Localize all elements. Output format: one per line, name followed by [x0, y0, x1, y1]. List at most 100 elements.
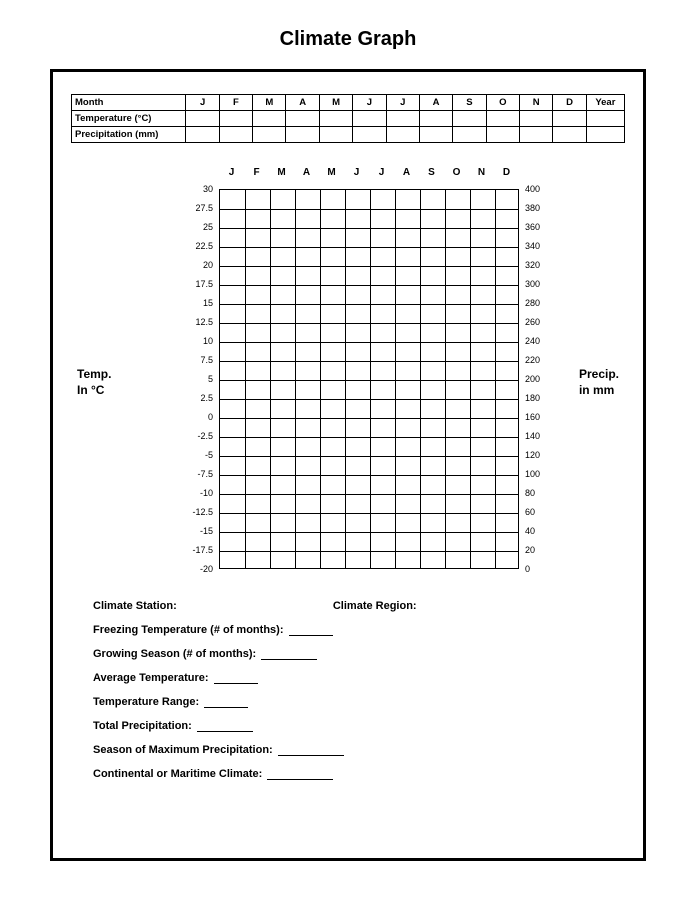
right-tick: 400: [525, 185, 540, 194]
cell[interactable]: [353, 111, 386, 127]
left-axis-label: Temp. In °C: [77, 367, 111, 398]
chart-month-label: S: [428, 167, 435, 178]
cell[interactable]: [319, 127, 352, 143]
field-label-station: Climate Station:: [93, 600, 177, 612]
grid-hline: [220, 494, 518, 495]
right-tick: 320: [525, 261, 540, 270]
left-tick: 7.5: [189, 356, 213, 365]
cell[interactable]: [453, 111, 486, 127]
grid-hline: [220, 342, 518, 343]
cell[interactable]: [486, 111, 519, 127]
right-tick: 200: [525, 375, 540, 384]
left-tick: 20: [189, 261, 213, 270]
col-header-year: Year: [586, 95, 624, 111]
left-tick: 0: [189, 413, 213, 422]
cell[interactable]: [253, 127, 286, 143]
grid-hline: [220, 399, 518, 400]
left-tick: 22.5: [189, 242, 213, 251]
left-tick: 30: [189, 185, 213, 194]
right-tick: 340: [525, 242, 540, 251]
chart-month-label: D: [503, 167, 510, 178]
right-axis-label: Precip. in mm: [579, 367, 619, 398]
right-tick: 240: [525, 337, 540, 346]
col-header: F: [219, 95, 252, 111]
field-label-growing: Growing Season (# of months):: [93, 648, 256, 660]
left-tick: -10: [189, 489, 213, 498]
col-header: A: [419, 95, 452, 111]
cell[interactable]: [453, 127, 486, 143]
cell[interactable]: [520, 127, 553, 143]
fields-block: Climate Station: Climate Region: Freezin…: [71, 601, 625, 780]
col-header: N: [520, 95, 553, 111]
cell[interactable]: [219, 127, 252, 143]
right-tick: 160: [525, 413, 540, 422]
cell[interactable]: [586, 111, 624, 127]
col-header: J: [186, 95, 219, 111]
grid-hline: [220, 266, 518, 267]
col-header: A: [286, 95, 319, 111]
chart-month-label: M: [327, 167, 335, 178]
chart-month-label: O: [453, 167, 461, 178]
field-label-climatetype: Continental or Maritime Climate:: [93, 768, 262, 780]
field-row-maxprecip: Season of Maximum Precipitation:: [93, 745, 625, 756]
field-label-temprange: Temperature Range:: [93, 696, 199, 708]
chart-month-label: J: [379, 167, 385, 178]
grid-hline: [220, 532, 518, 533]
cell[interactable]: [520, 111, 553, 127]
right-tick: 100: [525, 470, 540, 479]
cell[interactable]: [419, 127, 452, 143]
chart-month-label: A: [303, 167, 310, 178]
chart-month-label: J: [354, 167, 360, 178]
chart-month-label: A: [403, 167, 410, 178]
cell[interactable]: [186, 111, 219, 127]
table-row-precipitation: Precipitation (mm): [72, 127, 625, 143]
field-blank-climatetype[interactable]: [267, 770, 333, 780]
grid-hline: [220, 247, 518, 248]
cell[interactable]: [319, 111, 352, 127]
left-tick: 2.5: [189, 394, 213, 403]
cell[interactable]: [286, 127, 319, 143]
table-row-month: Month J F M A M J J A S O N D Year: [72, 95, 625, 111]
field-blank-totalprecip[interactable]: [197, 722, 253, 732]
right-axis-label-line1: Precip.: [579, 367, 619, 381]
left-axis-label-line2: In °C: [77, 383, 104, 397]
left-tick: 17.5: [189, 280, 213, 289]
table-row-temperature: Temperature (°C): [72, 111, 625, 127]
field-blank-temprange[interactable]: [204, 698, 248, 708]
cell[interactable]: [553, 111, 586, 127]
cell[interactable]: [419, 111, 452, 127]
field-label-avgtemp: Average Temperature:: [93, 672, 209, 684]
cell[interactable]: [286, 111, 319, 127]
left-tick: -5: [189, 451, 213, 460]
cell[interactable]: [186, 127, 219, 143]
cell[interactable]: [553, 127, 586, 143]
cell[interactable]: [586, 127, 624, 143]
cell[interactable]: [253, 111, 286, 127]
field-blank-maxprecip[interactable]: [278, 746, 344, 756]
col-header: M: [253, 95, 286, 111]
right-tick: 220: [525, 356, 540, 365]
grid-hline: [220, 228, 518, 229]
right-tick: 80: [525, 489, 535, 498]
row-label-temperature: Temperature (°C): [72, 111, 186, 127]
grid-hline: [220, 551, 518, 552]
right-tick: 300: [525, 280, 540, 289]
col-header: O: [486, 95, 519, 111]
cell[interactable]: [219, 111, 252, 127]
right-tick: 60: [525, 508, 535, 517]
chart-grid: [219, 189, 519, 569]
col-header: D: [553, 95, 586, 111]
field-row-climatetype: Continental or Maritime Climate:: [93, 769, 625, 780]
field-blank-avgtemp[interactable]: [214, 674, 258, 684]
left-tick: 5: [189, 375, 213, 384]
right-tick: 380: [525, 204, 540, 213]
field-blank-freezing[interactable]: [289, 626, 333, 636]
cell[interactable]: [386, 111, 419, 127]
grid-hline: [220, 209, 518, 210]
cell[interactable]: [353, 127, 386, 143]
col-header: S: [453, 95, 486, 111]
grid-hline: [220, 380, 518, 381]
field-blank-growing[interactable]: [261, 650, 317, 660]
cell[interactable]: [386, 127, 419, 143]
cell[interactable]: [486, 127, 519, 143]
